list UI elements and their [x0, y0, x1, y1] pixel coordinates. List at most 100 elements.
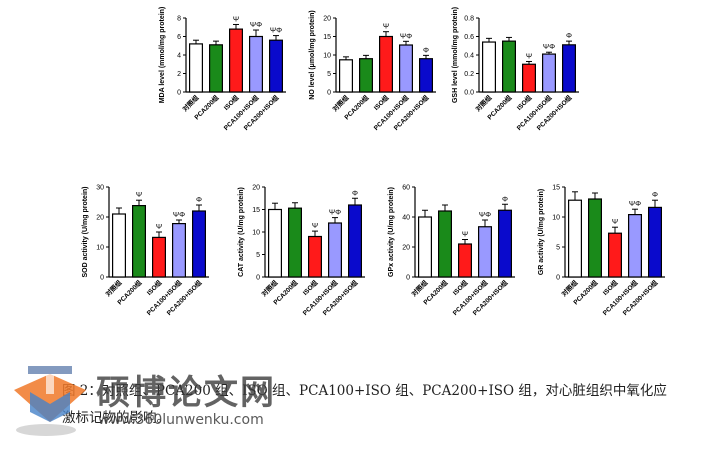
y-tick-label: 20 [323, 16, 331, 23]
bar [521, 63, 536, 93]
y-tick-label: 0 [556, 275, 560, 282]
y-tick-label: 0.8 [464, 16, 474, 23]
significance-mark: Φ [196, 195, 202, 204]
x-tick-label: 对照组 [103, 278, 124, 299]
x-tick-label: 对照组 [180, 93, 201, 114]
chart-panel-3: 0.0 0.2 0.4 0.6 0.8 GSH level (mmol/mg protei… [452, 7, 579, 132]
y-tick-label: 0.2 [464, 71, 474, 78]
y-axis-label: NO level (μmol/mg protein) [309, 10, 316, 99]
significance-mark: Ψ [233, 14, 239, 23]
y-tick-label: 8 [177, 16, 181, 23]
significance-mark: Ψ [136, 190, 142, 199]
significance-mark: Ψ [383, 22, 389, 31]
bar [478, 226, 493, 278]
bar [308, 235, 323, 278]
y-tick-label: 40 [402, 215, 410, 222]
y-tick-label: 10 [252, 230, 260, 237]
bar [418, 216, 433, 278]
y-axis-label: GSH level (mmol/mg protein) [452, 7, 459, 103]
bar [192, 210, 207, 278]
x-tick-label: ISO组 [222, 93, 241, 112]
bar [561, 44, 576, 93]
bar [482, 41, 497, 93]
significance-mark: Ψ [462, 230, 468, 239]
bar [587, 198, 602, 278]
x-tick-label: 对照组 [473, 93, 494, 114]
y-tick-label: 6 [177, 34, 181, 41]
bar [268, 208, 283, 278]
significance-mark: ΨΦ [270, 26, 282, 35]
significance-mark: ΨΦ [543, 42, 555, 51]
y-tick-label: 0 [177, 90, 181, 97]
significance-mark: Φ [423, 45, 429, 54]
bar [379, 35, 394, 93]
figure-caption: 图 2：对照组、PCA200 组、ISO 组、PCA100+ISO 组、PCA2… [62, 378, 702, 432]
bar [111, 213, 126, 278]
bar [607, 232, 622, 278]
y-tick-label: 15 [252, 207, 260, 214]
caption-line-2: 激标记物的影响。 [62, 410, 170, 426]
y-tick-label: 4 [177, 53, 181, 60]
y-tick-label: 20 [402, 245, 410, 252]
y-tick-label: 10 [552, 215, 560, 222]
bar [498, 209, 513, 278]
y-tick-label: 10 [323, 53, 331, 60]
x-tick-label: 对照组 [259, 278, 280, 299]
significance-mark: ΨΦ [173, 210, 185, 219]
significance-mark: Φ [652, 190, 658, 199]
bar [269, 39, 284, 93]
significance-mark: Ψ [612, 217, 618, 226]
y-tick-label: 0 [256, 275, 260, 282]
bar [438, 210, 453, 278]
bar [359, 58, 374, 93]
bar [172, 223, 187, 278]
caption-line-1: 图 2：对照组、PCA200 组、ISO 组、PCA100+ISO 组、PCA2… [62, 383, 667, 399]
bar [399, 44, 414, 93]
significance-mark: ΨΦ [250, 20, 262, 29]
bar [249, 35, 264, 93]
significance-mark: Φ [352, 188, 358, 197]
significance-mark: ΨΦ [400, 31, 412, 40]
x-tick-label: 对照组 [559, 278, 580, 299]
y-tick-label: 20 [252, 185, 260, 192]
significance-mark: Ψ [526, 51, 532, 60]
y-tick-label: 0 [327, 90, 331, 97]
bar [647, 206, 662, 278]
x-tick-label: ISO组 [372, 93, 391, 112]
bar [132, 205, 147, 278]
bar [189, 43, 204, 93]
bar [288, 207, 303, 278]
y-tick-label: 15 [552, 185, 560, 192]
bar [328, 222, 343, 278]
y-axis-label: GR activity (U/mg protein) [538, 189, 545, 275]
significance-mark: Ψ [312, 221, 318, 230]
x-tick-label: ISO组 [451, 278, 470, 297]
significance-mark: ΨΦ [329, 208, 341, 217]
y-tick-label: 5 [556, 245, 560, 252]
bar [502, 40, 517, 93]
significance-mark: Φ [566, 31, 572, 40]
y-axis-label: GPx activity (U/mg protein) [388, 187, 395, 277]
bar [458, 243, 473, 278]
y-tick-label: 30 [96, 185, 104, 192]
x-tick-label: ISO组 [301, 278, 320, 297]
bar [541, 53, 556, 93]
y-axis-label: MDA level (mmol/mg protein) [159, 7, 166, 104]
bar [419, 58, 434, 93]
bar [348, 204, 363, 278]
y-tick-label: 0 [100, 275, 104, 282]
x-tick-label: 对照组 [330, 93, 351, 114]
y-axis-label: SOD activity (U/mg protein) [82, 186, 89, 277]
bar [229, 28, 244, 93]
bar [339, 59, 354, 93]
significance-mark: ΨΦ [629, 199, 641, 208]
y-axis-label: CAT activity (U/mg protein) [238, 187, 245, 277]
y-tick-label: 0 [406, 275, 410, 282]
